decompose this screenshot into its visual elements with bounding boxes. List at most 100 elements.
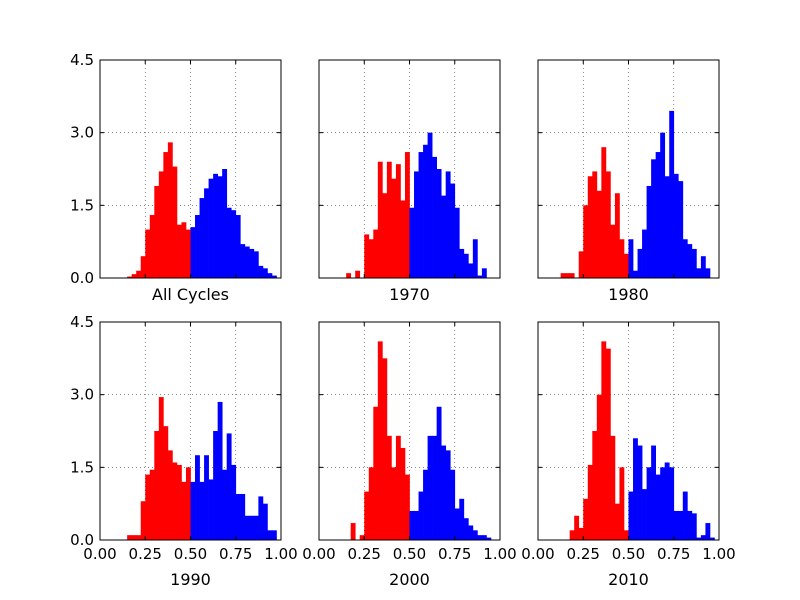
histogram-bar — [423, 469, 428, 540]
histogram-bar — [204, 455, 209, 540]
histogram-bar — [222, 469, 228, 540]
histogram-bar — [373, 229, 379, 278]
histogram-bar — [700, 535, 706, 540]
histogram-bar — [154, 185, 160, 278]
histogram-bar — [258, 496, 264, 540]
histogram-bar — [217, 176, 223, 278]
histogram-bar — [423, 144, 428, 278]
histogram-bar — [432, 156, 437, 278]
histogram-bar — [235, 215, 241, 278]
histogram-bar — [565, 273, 571, 278]
histogram-bar — [619, 467, 625, 540]
histogram-bar — [574, 515, 580, 540]
histogram-bar — [231, 210, 237, 278]
panel-title: 1990 — [170, 570, 211, 589]
y-tick-label: 0.0 — [70, 269, 94, 287]
histogram-bar — [213, 173, 218, 278]
histogram-bar — [414, 171, 419, 278]
histogram-bar — [154, 431, 160, 540]
histogram-bar — [350, 523, 356, 540]
histogram-bar — [578, 527, 584, 540]
histogram-bar — [244, 246, 250, 278]
histogram-bar — [628, 239, 634, 278]
histogram-bar — [190, 481, 196, 540]
histogram-bar — [463, 253, 469, 278]
histogram-bar — [560, 273, 566, 278]
histogram-bar — [262, 503, 268, 540]
histogram-bar — [682, 491, 688, 540]
histogram-bar — [709, 537, 715, 540]
histogram-bar — [427, 435, 433, 540]
histogram-bar — [614, 503, 620, 540]
histogram-bar — [244, 515, 250, 540]
histogram-bar — [181, 222, 187, 278]
x-tick-label: 0.75 — [438, 545, 471, 563]
histogram-bar — [185, 229, 191, 278]
x-tick-label: 0.50 — [174, 545, 207, 563]
histogram-bar — [669, 110, 675, 278]
histogram-bar — [569, 273, 575, 278]
histogram-bar — [400, 200, 406, 278]
histogram-bar — [127, 535, 133, 540]
histogram-bar — [172, 462, 178, 540]
histogram-bar — [673, 173, 679, 278]
x-tick-label: 0.25 — [348, 545, 381, 563]
histogram-bar — [655, 152, 661, 278]
y-tick-label: 3.0 — [70, 386, 94, 404]
histogram-bar — [176, 224, 182, 278]
histogram-bar — [472, 239, 478, 278]
panel-1970: 1970 — [318, 59, 501, 304]
x-tick-label: 0.50 — [393, 545, 426, 563]
histogram-bar — [258, 265, 264, 278]
histogram-bar — [145, 229, 151, 278]
histogram-bar — [271, 530, 277, 540]
histogram-bar — [195, 455, 200, 540]
histogram-bar — [373, 406, 379, 540]
histogram-bar — [583, 205, 589, 278]
histogram-bar — [418, 152, 424, 278]
histogram-bar — [391, 467, 397, 540]
histogram-bar — [140, 256, 146, 278]
x-tick-label: 0.25 — [567, 545, 600, 563]
histogram-bar — [486, 537, 492, 540]
panel-all-cycles: 0.0 1.5 3.0 4.5 All Cycles — [70, 51, 282, 304]
histogram-bar — [691, 513, 697, 540]
y-tick-label: 1.5 — [70, 458, 94, 476]
histogram-bar — [445, 171, 451, 278]
histogram-bar — [450, 183, 456, 278]
histogram-bar — [601, 341, 607, 540]
histogram-bar — [633, 270, 638, 278]
histogram-bar — [646, 185, 652, 278]
histogram-bar — [395, 435, 401, 540]
histogram-bar — [651, 159, 656, 278]
panel-1980: 1980 — [537, 59, 720, 304]
histogram-bar — [583, 498, 589, 540]
histogram-bar — [404, 474, 410, 540]
histogram-bar — [404, 152, 410, 278]
histogram-bar — [687, 510, 693, 540]
histogram-bar — [127, 276, 133, 278]
histogram-bar — [217, 401, 223, 540]
x-tick-label: 1.00 — [483, 545, 516, 563]
histogram-bar — [145, 474, 151, 540]
histogram-bar — [578, 251, 584, 278]
histogram-bar — [637, 445, 643, 540]
histogram-bar — [445, 450, 451, 540]
histogram-bar — [176, 464, 182, 540]
histogram-bar — [468, 263, 474, 278]
histogram-bar — [592, 431, 598, 540]
panel-2000: 0.00 0.25 0.50 0.75 1.00 2000 — [302, 321, 517, 589]
histogram-bar — [418, 491, 424, 540]
y-tick-label: 4.5 — [70, 51, 94, 69]
histogram-bar — [158, 397, 164, 540]
histogram-bar — [267, 530, 273, 540]
histogram-bar — [601, 147, 607, 278]
histogram-bar — [208, 178, 214, 278]
histogram-bar — [208, 479, 214, 540]
histogram-bar — [472, 530, 478, 540]
histogram-bar — [687, 244, 693, 278]
histogram-bar — [700, 256, 706, 278]
histogram-bar — [359, 535, 365, 540]
histogram-bar — [463, 518, 469, 540]
histogram-bar — [199, 198, 205, 278]
